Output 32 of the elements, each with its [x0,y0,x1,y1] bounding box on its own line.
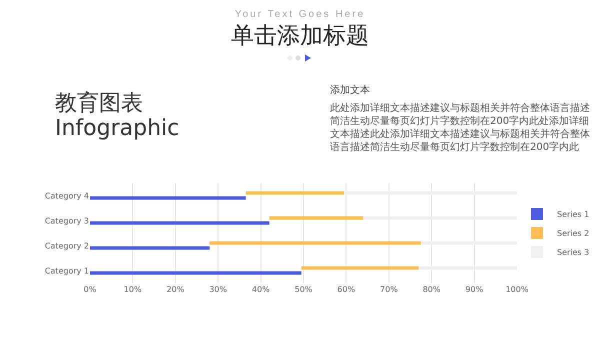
text: Infographic [55,116,180,141]
text: 添加文本 [330,84,370,97]
legend-label: Series 3 [557,248,590,258]
x-tick-label: 60% [337,285,356,294]
x-tick-label: 50% [294,285,313,294]
chart-title: 单击添加标题 [230,22,370,51]
y-tick-label: Category 1 [44,266,89,276]
x-tick-label: 20% [166,285,185,294]
x-tick-label: 10% [124,285,142,294]
x-tick-label: 100% [506,285,529,294]
x-tick-label: 80% [422,285,441,294]
bar [90,221,270,225]
chart-subtitle: Your Text Goes Here [234,9,366,20]
bar [210,241,421,245]
x-tick-label: 70% [380,285,398,294]
legend-label: Series 1 [557,210,590,220]
bar [246,191,344,195]
bar [90,246,210,250]
bar [301,266,419,270]
text: 教育图表 [55,90,143,118]
bar [269,216,364,220]
bar [90,196,246,200]
y-tick-label: Category 3 [44,216,89,226]
x-tick-label: 40% [252,285,270,294]
x-tick-label: 0% [84,285,97,294]
bar [90,271,302,275]
legend-label: Series 2 [557,229,590,238]
x-tick-label: 30% [209,285,228,294]
x-tick-label: 90% [465,285,484,294]
y-tick-label: Category 4 [44,191,89,200]
text: 此处添加详细文本描述建议与标题相关并符合整体语言描述简洁生动尽量每页幻灯片字数控制在200字内此处添加详细文本描述此处添加详细文本描述建议与标题相关并符合整体语言描述简洁生动尽量每页幻灯片字数控制在200字内此 [330,102,591,154]
y-tick-label: Category 2 [44,241,89,250]
